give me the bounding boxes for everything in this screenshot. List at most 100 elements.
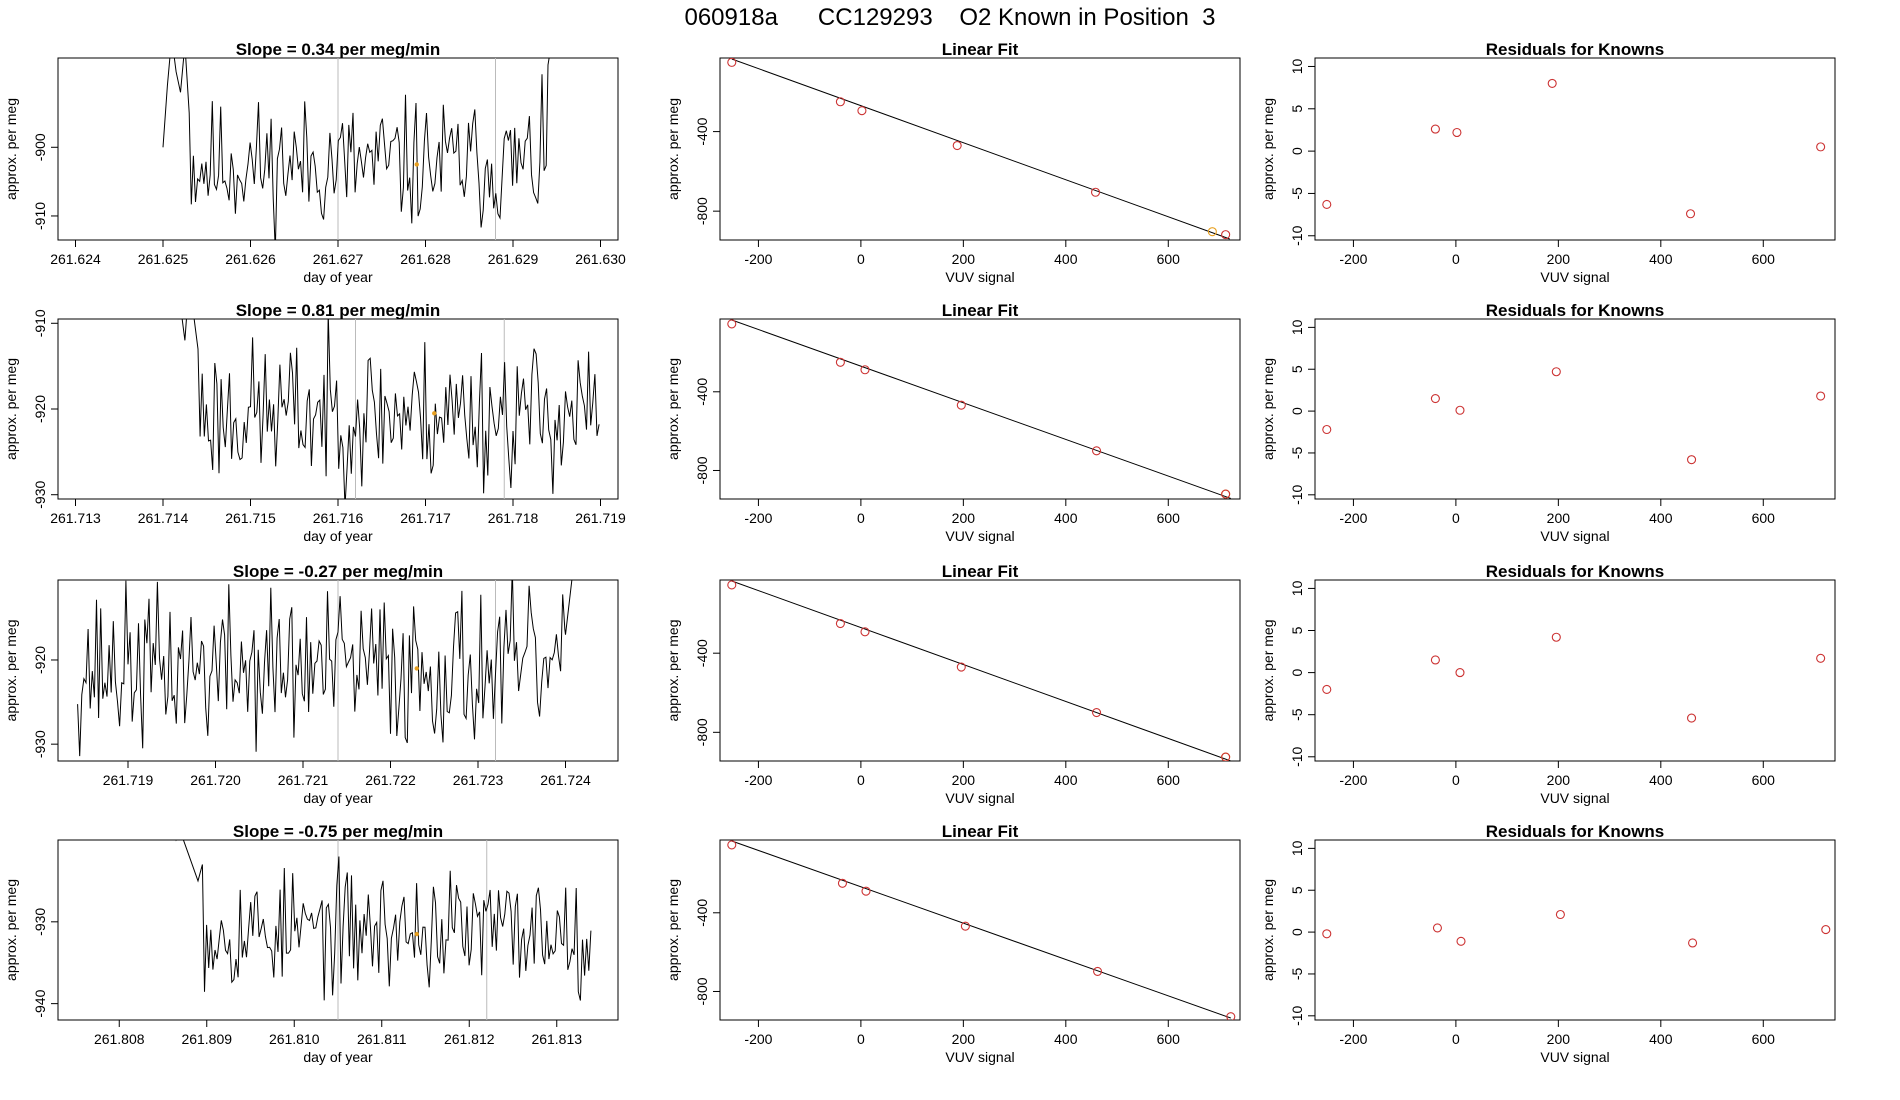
x-tick-label: 261.625	[138, 251, 189, 267]
x-tick-label: -200	[1339, 1031, 1367, 1047]
y-tick-label: -800	[694, 977, 710, 1005]
x-tick-label: 400	[1649, 251, 1673, 267]
x-tick-label: 600	[1752, 772, 1776, 788]
x-tick-label: 600	[1752, 510, 1776, 526]
data-point	[956, 400, 966, 410]
x-tick-label: 200	[1547, 251, 1571, 267]
y-tick-label: 0	[1289, 407, 1305, 415]
chart-title: Linear Fit	[942, 562, 1019, 581]
y-tick-label: -800	[694, 456, 710, 484]
x-tick-label: 200	[1547, 772, 1571, 788]
y-axis-label: approx. per meg	[1260, 358, 1276, 460]
data-point	[1221, 752, 1231, 761]
x-tick-label: 261.627	[313, 251, 364, 267]
data-point	[1551, 367, 1561, 377]
y-tick-label: 5	[1289, 105, 1305, 113]
y-tick-label: -930	[32, 480, 48, 508]
x-tick-label: 261.722	[365, 772, 416, 788]
data-point	[1226, 1012, 1236, 1020]
x-tick-label: 400	[1054, 772, 1078, 788]
y-axis-label: approx. per meg	[1260, 879, 1276, 981]
data-point	[1821, 925, 1831, 935]
data-point	[1547, 78, 1557, 88]
x-tick-label: 0	[1452, 251, 1460, 267]
data-point	[952, 140, 962, 151]
panel-fit-1: Linear Fit VUV signal approx. per meg -200 0…	[665, 40, 1241, 285]
plot-area	[727, 58, 1231, 240]
data-point	[857, 106, 867, 116]
x-tick-label: -200	[744, 772, 772, 788]
y-tick-label: 0	[1289, 669, 1305, 677]
x-tick-label: 261.809	[181, 1031, 232, 1047]
y-tick-label: -10	[1289, 746, 1305, 766]
data-point	[956, 662, 966, 672]
y-tick-label: -10	[1289, 1005, 1305, 1025]
y-tick-label: -5	[1289, 708, 1305, 721]
x-tick-label: -200	[1339, 510, 1367, 526]
y-tick-label: -10	[1289, 484, 1305, 504]
x-tick-label: 600	[1157, 251, 1181, 267]
x-tick-label: 0	[1452, 1031, 1460, 1047]
y-tick-label: 5	[1289, 886, 1305, 894]
data-point	[1688, 938, 1698, 948]
x-tick-label: 261.714	[138, 510, 189, 526]
y-tick-label: -910	[32, 309, 48, 337]
data-point	[835, 97, 845, 107]
x-tick-label: 200	[1547, 1031, 1571, 1047]
data-point	[960, 921, 970, 931]
x-tick-label: 261.628	[400, 251, 451, 267]
plot-frame	[719, 839, 1241, 1021]
y-tick-label: 10	[1289, 319, 1305, 335]
panel-res-3: Residuals for Knowns VUV signal approx. pe…	[1260, 562, 1836, 806]
x-tick-label: 600	[1157, 772, 1181, 788]
plot-area	[162, 58, 550, 240]
x-tick-label: 600	[1752, 1031, 1776, 1047]
x-tick-label: 261.724	[540, 772, 591, 788]
y-tick-label: -900	[32, 133, 48, 161]
x-tick-label: 261.721	[278, 772, 329, 788]
data-point	[860, 365, 870, 375]
y-axis-label: approx. per meg	[665, 358, 681, 460]
data-point	[1456, 936, 1466, 946]
plot-area	[727, 840, 1236, 1020]
x-tick-label: 0	[857, 772, 865, 788]
panel-ts-1: Slope = 0.34 per meg/min day of year appro…	[3, 40, 626, 285]
page-title: 060918a CC129293 O2 Known in Position 3	[684, 4, 1216, 31]
y-tick-label: -920	[32, 646, 48, 674]
chart-title: Linear Fit	[942, 822, 1019, 841]
data-point	[1221, 230, 1231, 240]
x-tick-label: 261.716	[313, 510, 364, 526]
y-tick-label: 5	[1289, 365, 1305, 373]
plot-frame	[1314, 57, 1836, 241]
chart-title: Linear Fit	[942, 301, 1019, 320]
x-tick-label: 0	[1452, 510, 1460, 526]
x-tick-label: 261.715	[225, 510, 276, 526]
y-tick-label: -910	[32, 202, 48, 230]
data-point	[727, 580, 737, 590]
x-tick-label: 200	[952, 251, 976, 267]
y-tick-label: -5	[1289, 968, 1305, 981]
data-point	[1092, 707, 1102, 718]
plot-frame	[719, 579, 1241, 762]
x-tick-label: -200	[744, 1031, 772, 1047]
data-point	[835, 618, 845, 629]
data-point	[1430, 393, 1440, 404]
x-axis-label: VUV signal	[945, 269, 1014, 285]
data-point	[1430, 124, 1440, 134]
x-tick-label: 261.713	[50, 510, 101, 526]
y-tick-label: -5	[1289, 187, 1305, 200]
chart-title: Residuals for Knowns	[1486, 822, 1665, 841]
series-line	[77, 580, 573, 757]
y-tick-label: -400	[694, 899, 710, 927]
chart-title: Linear Fit	[942, 40, 1019, 59]
y-tick-label: 0	[1289, 147, 1305, 155]
y-axis-label: approx. per meg	[3, 98, 19, 200]
x-tick-label: 261.810	[269, 1031, 320, 1047]
x-axis-label: day of year	[303, 269, 373, 285]
panel-fit-2: Linear Fit VUV signal approx. per meg -200 0…	[665, 301, 1241, 544]
highlight-point	[414, 666, 419, 671]
highlight-point	[414, 162, 419, 167]
y-axis-label: approx. per meg	[665, 98, 681, 200]
x-axis-label: VUV signal	[945, 1049, 1014, 1065]
